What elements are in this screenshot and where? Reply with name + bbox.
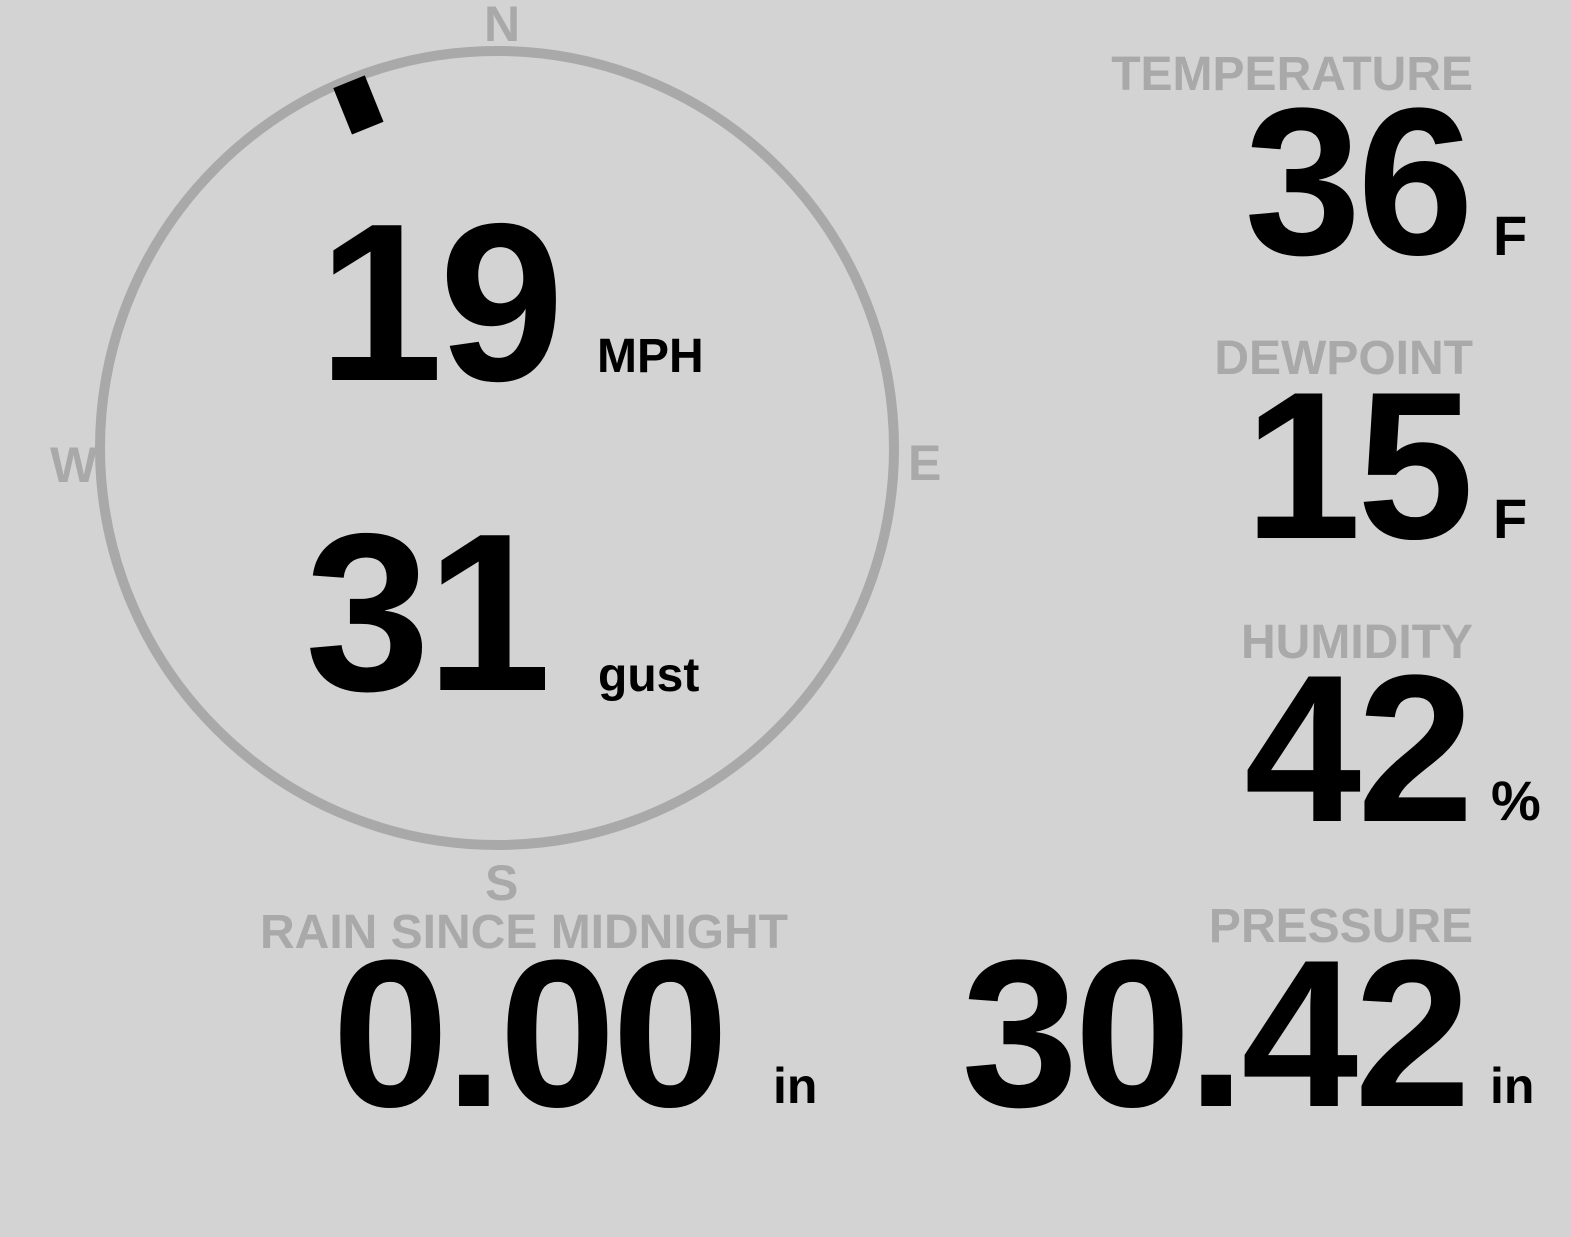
rain-label: RAIN SINCE MIDNIGHT [260,906,788,959]
rain-value: 0.00 [332,916,729,1151]
rain-unit: in [773,1058,818,1114]
temperature-value: 36 [1244,64,1474,299]
pressure-value: 30.42 [961,916,1471,1151]
compass-west: W [50,437,98,493]
humidity-label: HUMIDITY [1241,616,1473,669]
compass-north: N [484,0,521,52]
compass-ring [95,46,899,850]
temperature-label: TEMPERATURE [1111,48,1473,101]
wind-direction-indicator [333,75,384,135]
dewpoint-label: DEWPOINT [1214,332,1473,385]
wind-speed-value: 19 [318,176,564,428]
humidity-unit: % [1491,769,1541,832]
compass-east: E [908,435,942,491]
wind-speed-unit: MPH [597,330,704,383]
humidity-value: 42 [1244,631,1474,866]
compass-south: S [485,855,519,911]
dewpoint-unit: F [1493,487,1528,550]
pressure-label: PRESSURE [1208,900,1473,953]
wind-gust-value: 31 [305,486,551,738]
temperature-unit: F [1493,204,1528,267]
dewpoint-value: 15 [1244,348,1474,583]
wind-gust-label: gust [598,649,700,702]
pressure-unit: in [1490,1058,1535,1114]
